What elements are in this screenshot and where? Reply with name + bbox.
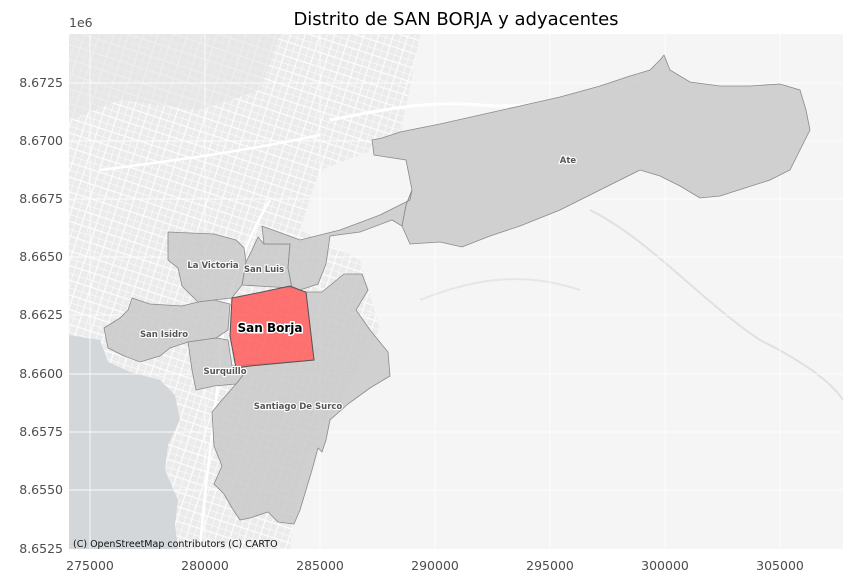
map-attribution: (C) OpenStreetMap contributors (C) CARTO [73, 539, 278, 550]
district-labels: Ate La Victoria San Luis San Isidro San … [139, 155, 578, 413]
x-tick-label: 285000 [296, 558, 344, 573]
district-santiago-de-surco[interactable] [211, 273, 391, 525]
district-san-isidro[interactable] [103, 297, 231, 363]
y-tick-label: 8.6725 [19, 75, 63, 90]
y-tick-label: 8.6575 [19, 424, 63, 439]
y-tick-label: 8.6550 [19, 482, 63, 497]
road-line [419, 278, 581, 301]
district-la-victoria[interactable] [167, 231, 247, 303]
x-tick-label: 275000 [66, 558, 114, 573]
districts-layer [103, 54, 811, 525]
y-tick-label: 8.6675 [19, 191, 63, 206]
district-label-san-borja: San Borja [238, 321, 303, 335]
x-tick-label: 295000 [526, 558, 574, 573]
basemap: Ate La Victoria San Luis San Isidro San … [69, 34, 843, 549]
y-tick-label: 8.6700 [19, 133, 63, 148]
district-label-surquillo: Surquillo [203, 367, 246, 377]
x-tick-label: 280000 [181, 558, 229, 573]
district-label-santiago-de-surco: Santiago De Surco [254, 402, 343, 412]
x-axis: 275000 280000 285000 290000 295000 30000… [66, 558, 804, 573]
district-label-san-isidro: San Isidro [140, 330, 188, 340]
y-axis-offset-label: 1e6 [69, 15, 93, 30]
district-label-san-luis: San Luis [244, 265, 284, 275]
ocean [69, 335, 180, 549]
y-tick-label: 8.6525 [19, 541, 63, 556]
y-tick-label: 8.6650 [19, 249, 63, 264]
x-tick-label: 305000 [756, 558, 804, 573]
district-el-agustino[interactable] [261, 189, 413, 291]
road-line [589, 209, 843, 401]
y-axis: 8.6725 8.6700 8.6675 8.6650 8.6625 8.660… [19, 75, 63, 556]
map-title: Distrito de SAN BORJA y adyacentes [293, 9, 618, 30]
x-tick-label: 290000 [411, 558, 459, 573]
road-line [99, 133, 321, 172]
district-label-la-victoria: La Victoria [187, 261, 239, 271]
y-tick-label: 8.6600 [19, 366, 63, 381]
district-san-borja[interactable] [229, 285, 315, 369]
x-tick-label: 300000 [641, 558, 689, 573]
district-label-ate: Ate [560, 156, 577, 166]
district-ate[interactable] [371, 54, 811, 248]
urban-area-north [69, 34, 280, 120]
y-tick-label: 8.6625 [19, 307, 63, 322]
